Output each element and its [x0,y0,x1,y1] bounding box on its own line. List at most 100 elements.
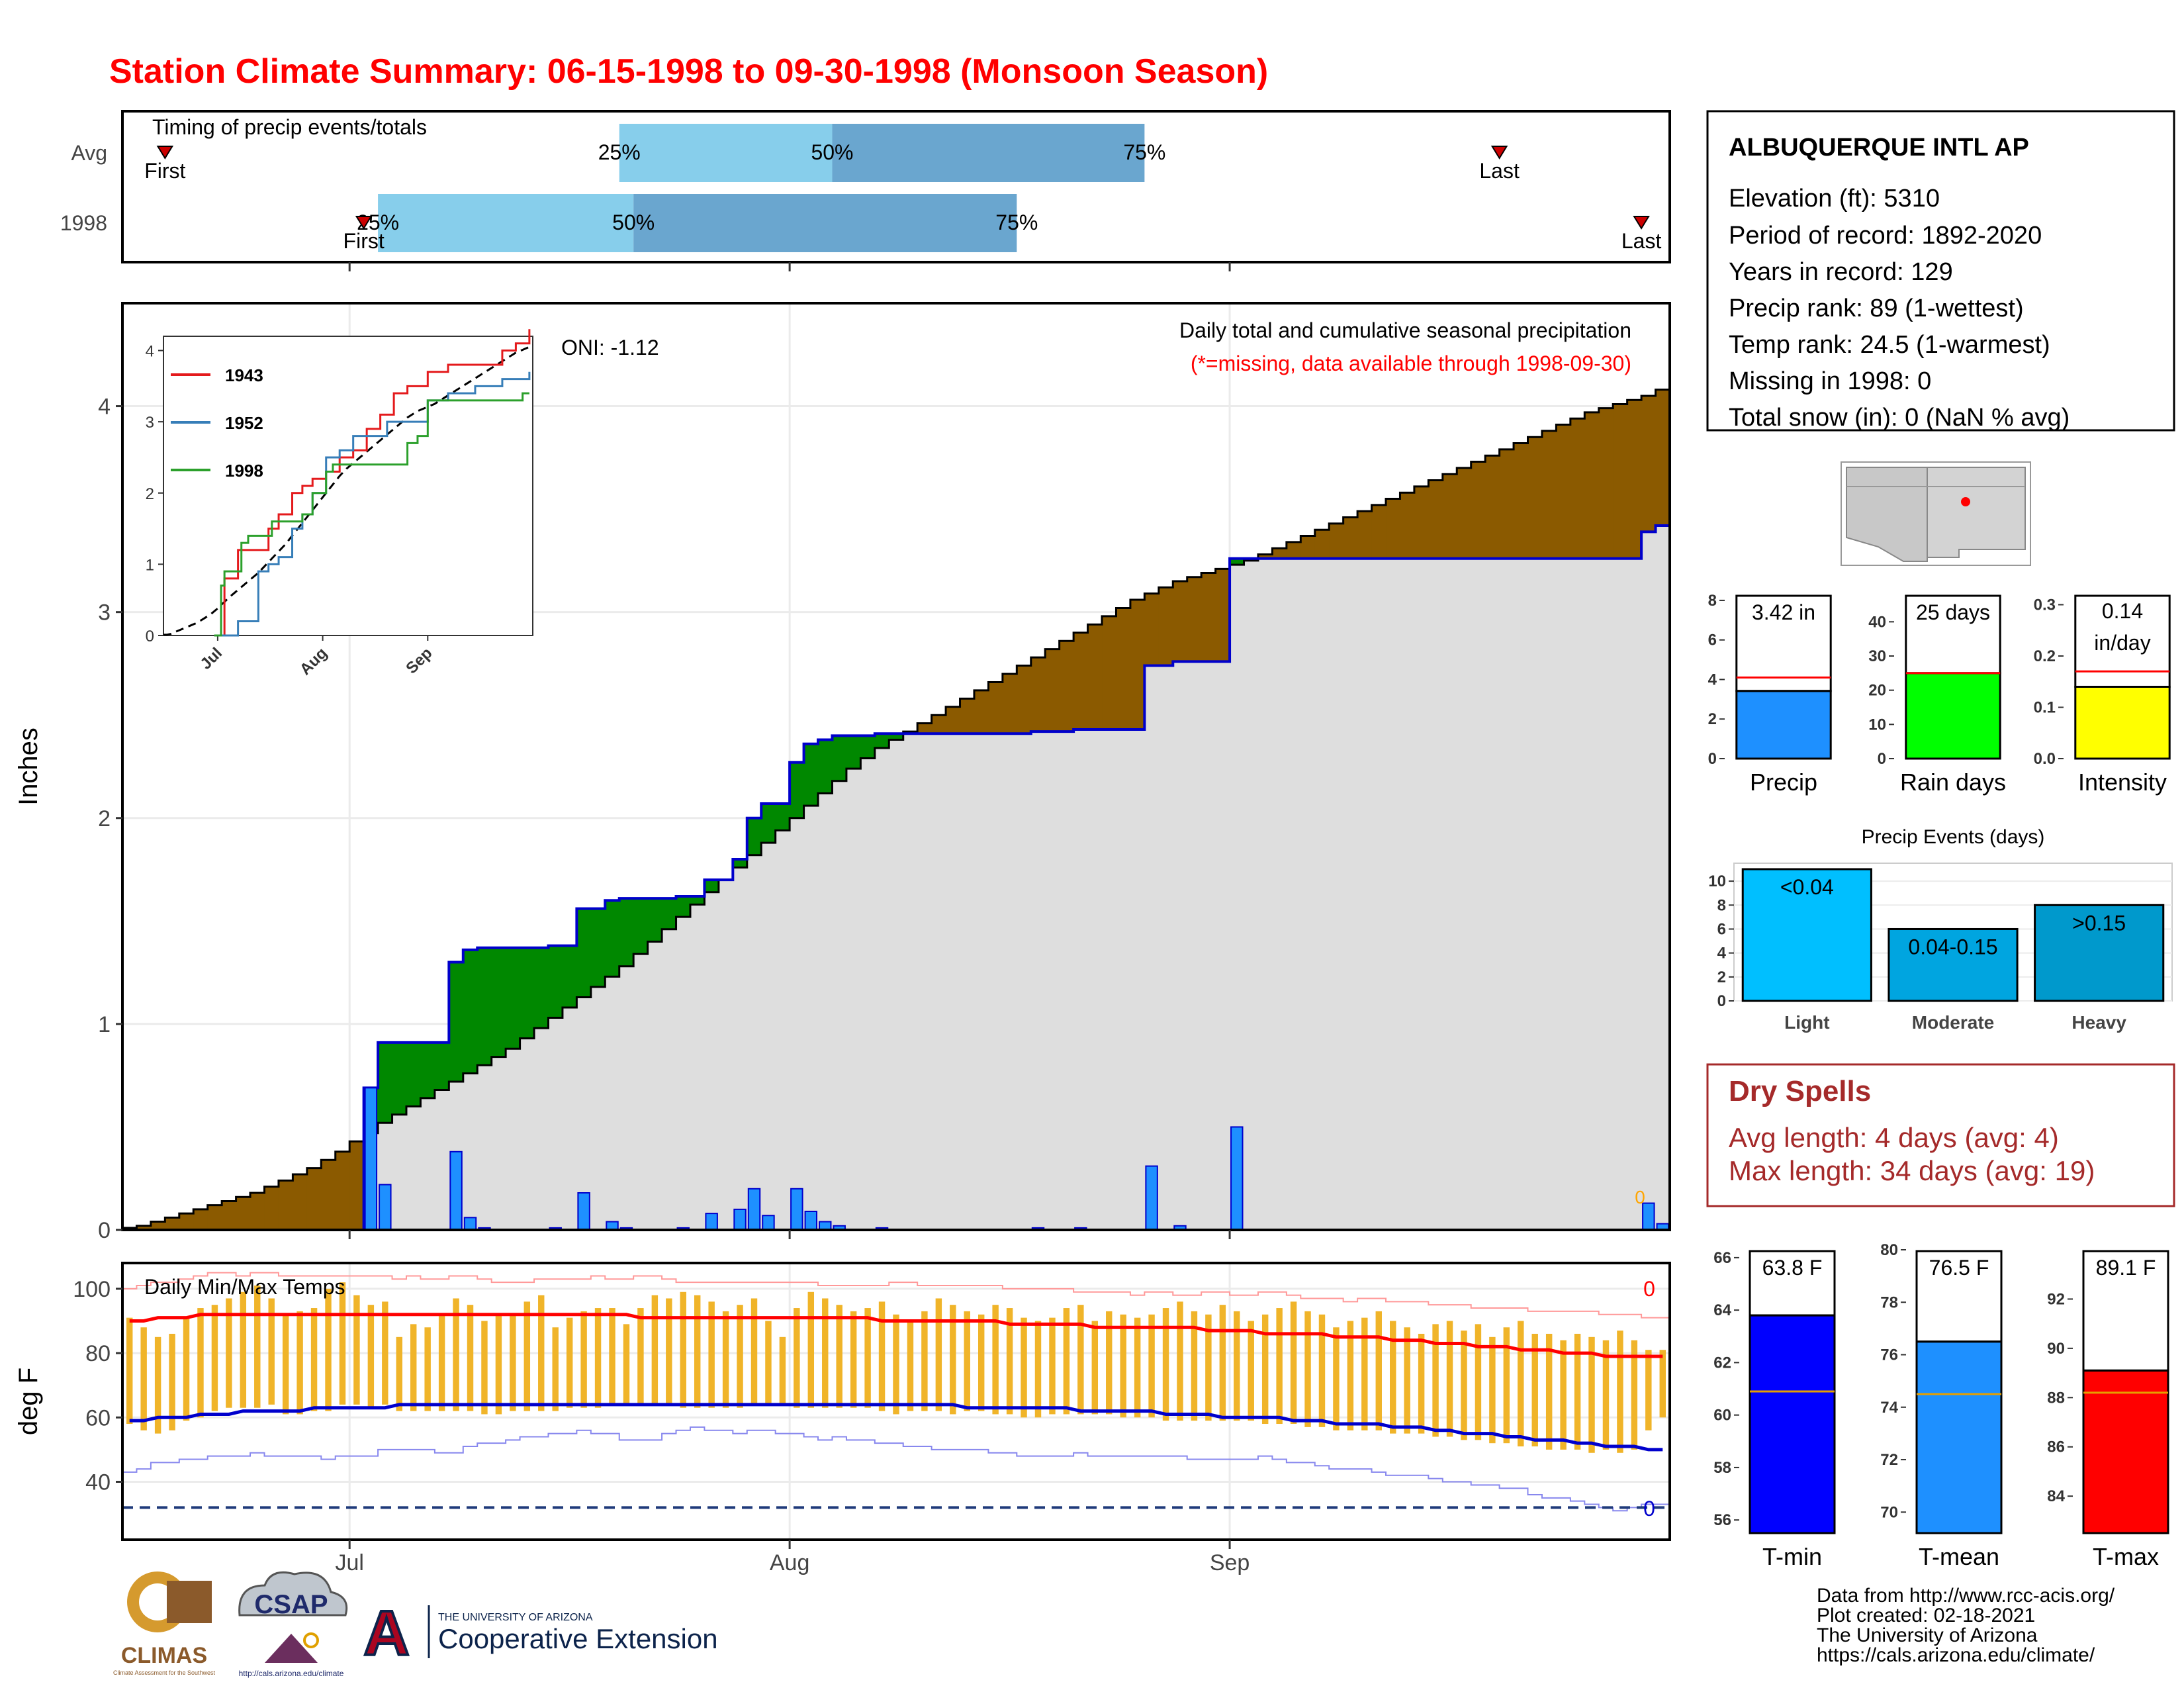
cumulative-anomaly-day-19 [392,1042,407,1115]
main-chart-subtitle: (*=missing, data available through 1998-… [1191,352,1631,375]
cumulative-base-day-24 [463,1073,478,1230]
inset-series-1952 [214,371,531,637]
events-bar-label-heavy: >0.15 [2072,911,2126,935]
tmax-record-line [122,1272,1670,1319]
station-line-snow: Total snow (in): 0 (NaN % avg) [1729,404,2070,432]
temp-range-bar-day-93 [1446,1321,1453,1437]
intensity-ytick-label-0.0: 0.0 [2034,750,2056,768]
map-station-marker [1961,497,1970,506]
cumulative-base-day-43 [733,867,748,1230]
cumulative-anomaly-day-50 [832,735,847,781]
climas-logo-block [167,1581,212,1623]
cumulative-base-day-106 [1627,558,1642,1230]
events-ytick-label-10: 10 [1708,872,1726,890]
cumulative-anomaly-day-101 [1556,424,1571,559]
csap-sun-icon [303,1632,319,1648]
tmin_box-value-label: 63.8 F [1762,1256,1823,1280]
temp-range-bar-day-95 [1475,1324,1482,1440]
temp-range-bar-day-9 [254,1286,261,1408]
events-ytick-label-4: 4 [1717,945,1727,962]
cumulative-anomaly-day-88 [1371,504,1387,559]
daily-precip-bar-day-41 [705,1213,718,1231]
cumulative-base-day-48 [803,806,819,1230]
temp-range-bar-day-12 [296,1311,303,1415]
cumulative-base-day-73 [1158,665,1173,1230]
tmin_box-top-box [1749,1250,1836,1317]
tmin_box-category-label: T-min [1762,1543,1822,1570]
precip-value-label: 3.42 in [1752,600,1815,624]
cumulative-base-day-82 [1286,558,1301,1230]
cumulative-anomaly-day-23 [449,962,464,1082]
cumulative-anomaly-day-76 [1201,573,1216,662]
events-ytick-label-2: 2 [1717,968,1726,986]
temp-range-bar-day-41 [708,1301,715,1408]
oni-label: ONI: -1.12 [561,336,659,359]
station-line-elevation: Elevation (ft): 5310 [1729,185,1940,212]
cumulative-base-day-84 [1314,558,1330,1230]
cumulative-base-day-56 [917,733,933,1230]
temp-range-bar-day-60 [978,1314,985,1411]
tmax_box-ytick-label-84: 84 [2047,1487,2065,1505]
station-line-period: Period of record: 1892-2020 [1729,222,2042,250]
timing-frame [121,110,1671,263]
cumulative-anomaly-day-108 [1655,389,1670,526]
cumulative-anomaly-day-99 [1527,437,1543,559]
cumulative-base-day-65 [1045,731,1060,1230]
cumulative-base-day-105 [1613,558,1628,1230]
temp-range-bar-day-77 [1219,1305,1226,1421]
cumulative-anomaly-day-83 [1300,536,1316,559]
temp-range-bar-day-58 [950,1305,956,1415]
timing-first-label-1998: First [343,229,385,253]
cumulative-anomaly-day-13 [306,1168,322,1230]
temp-range-bar-day-89 [1390,1321,1396,1434]
cumulative-anomaly-day-95 [1471,461,1486,559]
inset-ytick-label-4: 4 [146,343,154,361]
cumulative-anomaly-day-29 [534,947,549,1029]
cumulative-anomaly-day-61 [988,682,1003,734]
temp-range-bar-day-7 [226,1298,232,1408]
quartile-label-75-1998: 75% [995,211,1038,234]
temp-range-bar-day-67 [1077,1305,1084,1415]
inset-series-1998 [214,392,529,637]
csap-logo-text: CSAP [254,1590,328,1619]
daily-precip-bar-day-24 [463,1217,477,1231]
cumulative-base-day-25 [477,1065,492,1230]
ua-line-2: Cooperative Extension [438,1623,718,1654]
precip-category-label: Precip [1750,769,1817,796]
temp-range-bar-day-43 [737,1305,743,1408]
temp-range-bar-day-24 [467,1305,474,1411]
temp-range-bar-day-4 [183,1317,190,1421]
temp-range-bar-day-49 [822,1298,829,1408]
main-ytick-label-4: 4 [98,395,111,420]
temp-y-axis: 40 60 80 100 [73,1277,122,1495]
tmean_box-top-box [1915,1250,2003,1343]
dry-spells-frame [1706,1063,2175,1207]
tmin_box-ytick-label-62: 62 [1713,1354,1731,1372]
cumulative-base-day-47 [790,818,805,1230]
temp-range-bar-day-108 [1659,1350,1666,1418]
temp-range-bar-day-48 [807,1291,815,1408]
cumulative-anomaly-day-10 [264,1186,279,1230]
temp-range-bar-day-39 [680,1291,686,1408]
cumulative-anomaly-day-25 [477,947,492,1066]
temp-range-bar-day-50 [836,1305,842,1408]
cumulative-anomaly-day-59 [960,698,975,734]
cumulative-anomaly-day-78 [1230,558,1245,565]
precip-value-bar [1735,690,1832,760]
daily-precip-bar-day-47 [790,1188,803,1231]
temp-range-bar-day-82 [1290,1301,1297,1425]
cumulative-base-day-69 [1102,729,1117,1230]
daily-precip-bar-day-45 [762,1215,775,1231]
temp-range-bar-day-79 [1248,1321,1254,1421]
temp-range-bar-day-0 [126,1317,133,1425]
temp-range-bar-day-98 [1518,1321,1524,1447]
cumulative-base-day-54 [889,739,904,1230]
cumulative-base-day-37 [647,941,662,1230]
cumulative-anomaly-day-58 [946,706,961,734]
temp-ytick-label-40: 40 [85,1470,111,1495]
temp-range-bar-day-23 [453,1298,459,1411]
cumulative-anomaly-day-53 [874,733,889,748]
temp-range-bar-day-73 [1162,1308,1169,1421]
temp-range-bar-day-5 [197,1308,204,1418]
temp-range-bar-day-22 [438,1314,445,1411]
